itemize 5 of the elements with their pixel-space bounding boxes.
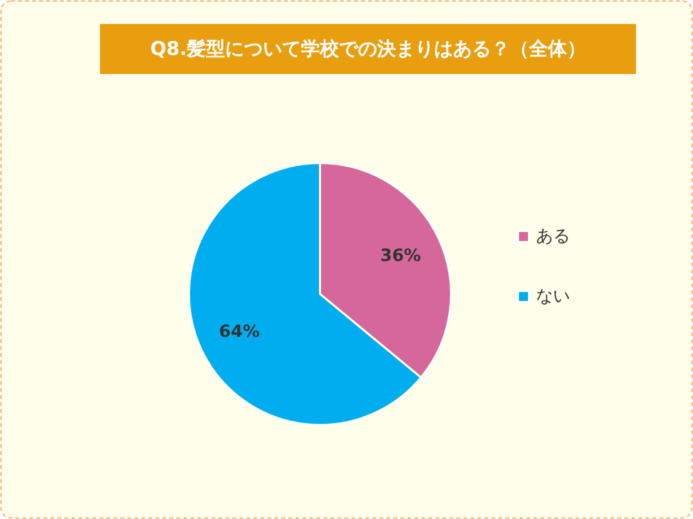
legend-label: ある bbox=[536, 226, 570, 246]
chart-title: Q8.髪型について学校での決まりはある？（全体） bbox=[150, 38, 586, 60]
data-label: 36% bbox=[380, 246, 421, 266]
legend-label: ない bbox=[536, 286, 570, 306]
data-label: 64% bbox=[219, 322, 260, 342]
